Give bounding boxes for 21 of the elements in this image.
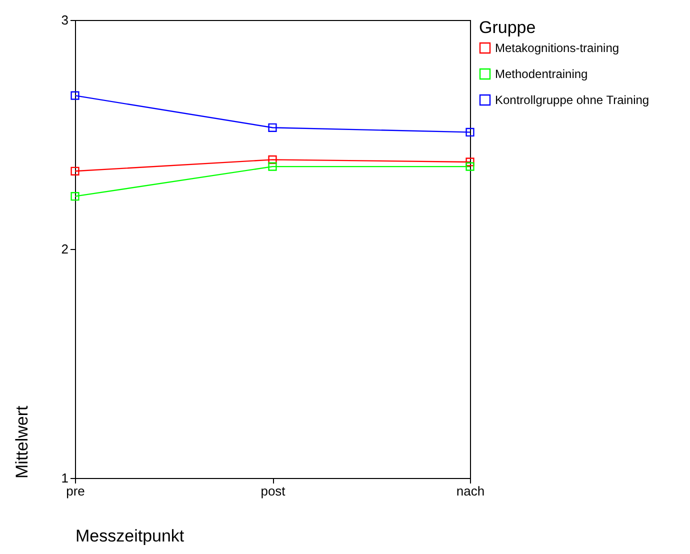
legend-label: Methodentraining [495, 67, 588, 81]
point [466, 128, 474, 137]
point [70, 91, 80, 100]
point [268, 162, 277, 171]
point [268, 123, 277, 132]
legend-label: Kontrollgruppe ohne Training [495, 93, 650, 107]
x-axis-title: Messzeitpunkt [76, 526, 184, 546]
y-axis-title: Mittelwert [12, 405, 32, 478]
y-tick-label: 3 [61, 12, 68, 28]
y-tick-label: 1 [61, 470, 68, 486]
point [466, 162, 474, 171]
x-tick-label: nach [456, 484, 485, 498]
legend-label: Metakognitions-training [495, 41, 620, 55]
point [70, 192, 80, 201]
y-tick-label: 2 [61, 242, 68, 256]
point [466, 158, 474, 166]
legend-title: Gruppe [479, 18, 536, 37]
point [70, 166, 80, 176]
x-tick-label: post [260, 484, 286, 498]
x-tick-label: pre [66, 484, 85, 498]
point [268, 155, 277, 164]
